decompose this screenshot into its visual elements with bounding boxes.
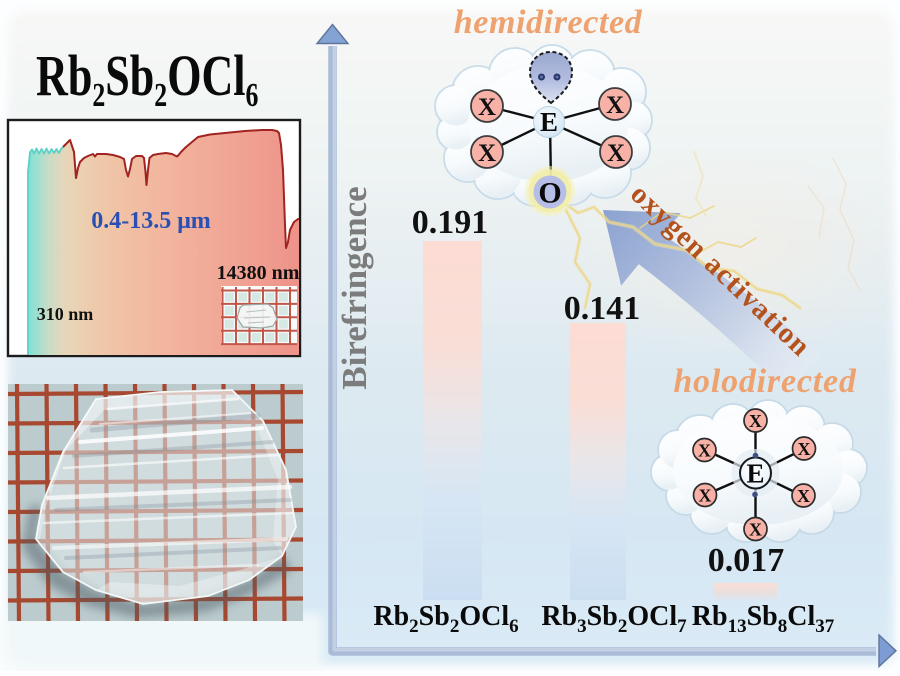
svg-text:Rb3Sb2OCl7: Rb3Sb2OCl7 (541, 601, 687, 637)
svg-text:0.4-13.5 μm: 0.4-13.5 μm (91, 208, 211, 234)
svg-text:X: X (478, 140, 496, 167)
svg-text:X: X (749, 520, 762, 540)
svg-text:holodirected: holodirected (673, 363, 857, 400)
svg-text:O: O (538, 177, 561, 210)
svg-text:X: X (797, 486, 810, 506)
svg-text:0.191: 0.191 (412, 204, 489, 241)
svg-text:Rb13Sb8Cl37: Rb13Sb8Cl37 (692, 601, 835, 637)
svg-text:Rb2Sb2OCl6: Rb2Sb2OCl6 (373, 601, 518, 637)
svg-text:E: E (540, 107, 558, 137)
svg-text:X: X (798, 439, 811, 459)
svg-text:Rb2Sb2OCl6: Rb2Sb2OCl6 (36, 44, 258, 114)
svg-text:310 nm: 310 nm (37, 304, 94, 324)
svg-text:X: X (606, 92, 624, 119)
svg-text:X: X (607, 140, 625, 167)
svg-text:X: X (478, 94, 496, 121)
svg-text:Birefringence: Birefringence (335, 186, 374, 389)
svg-text:14380 nm: 14380 nm (217, 262, 300, 284)
svg-text:0.017: 0.017 (708, 542, 785, 579)
svg-text:X: X (749, 411, 762, 431)
svg-text:hemidirected: hemidirected (454, 4, 643, 41)
svg-text:E: E (746, 459, 764, 489)
svg-text:X: X (698, 441, 711, 461)
svg-text:X: X (699, 486, 712, 506)
svg-text:0.141: 0.141 (564, 290, 641, 327)
